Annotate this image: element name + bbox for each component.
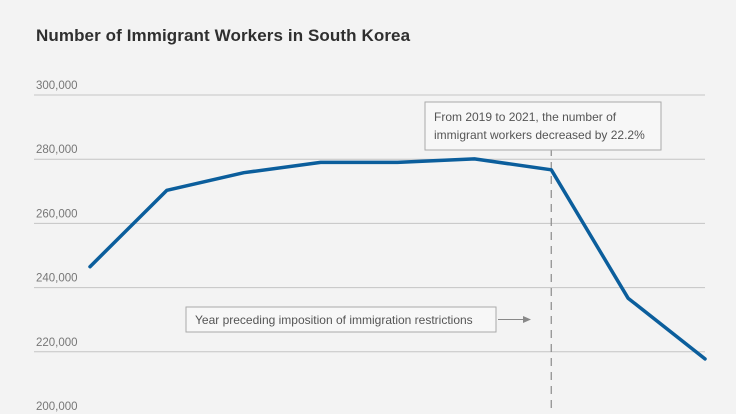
data-point — [396, 161, 399, 164]
data-point — [627, 297, 630, 300]
data-point — [473, 157, 476, 160]
data-point — [89, 265, 92, 268]
annotation-box — [424, 101, 662, 151]
annotation-text-line: immigrant workers decreased by 22.2% — [434, 128, 645, 142]
data-point — [242, 171, 245, 174]
y-tick-label: 280,000 — [36, 144, 78, 156]
data-point — [550, 168, 553, 171]
restriction-annotation-text: Year preceding imposition of immigration… — [195, 313, 473, 327]
annotation-arrow-head — [523, 316, 531, 323]
series-line-0 — [88, 157, 707, 361]
data-point — [165, 189, 168, 192]
data-point — [319, 161, 322, 164]
y-tick-label: 260,000 — [36, 208, 78, 220]
grid-layer: 300,000 280,000 260,000 240,000 220,000 200,0… — [34, 80, 705, 413]
chart-title: Number of Immigrant Workers in South Kor… — [36, 26, 411, 45]
y-tick-label: 240,000 — [36, 273, 78, 285]
y-tick-label: 200,000 — [36, 401, 78, 413]
annotation-text-line: From 2019 to 2021, the number of — [434, 110, 617, 124]
annotation-layer: From 2019 to 2021, the number of immigran… — [185, 101, 662, 333]
data-point — [704, 357, 707, 360]
y-tick-label: 220,000 — [36, 337, 78, 349]
restriction-annotation-box — [185, 306, 497, 333]
series-layer — [88, 157, 707, 361]
y-tick-label: 300,000 — [36, 80, 78, 92]
